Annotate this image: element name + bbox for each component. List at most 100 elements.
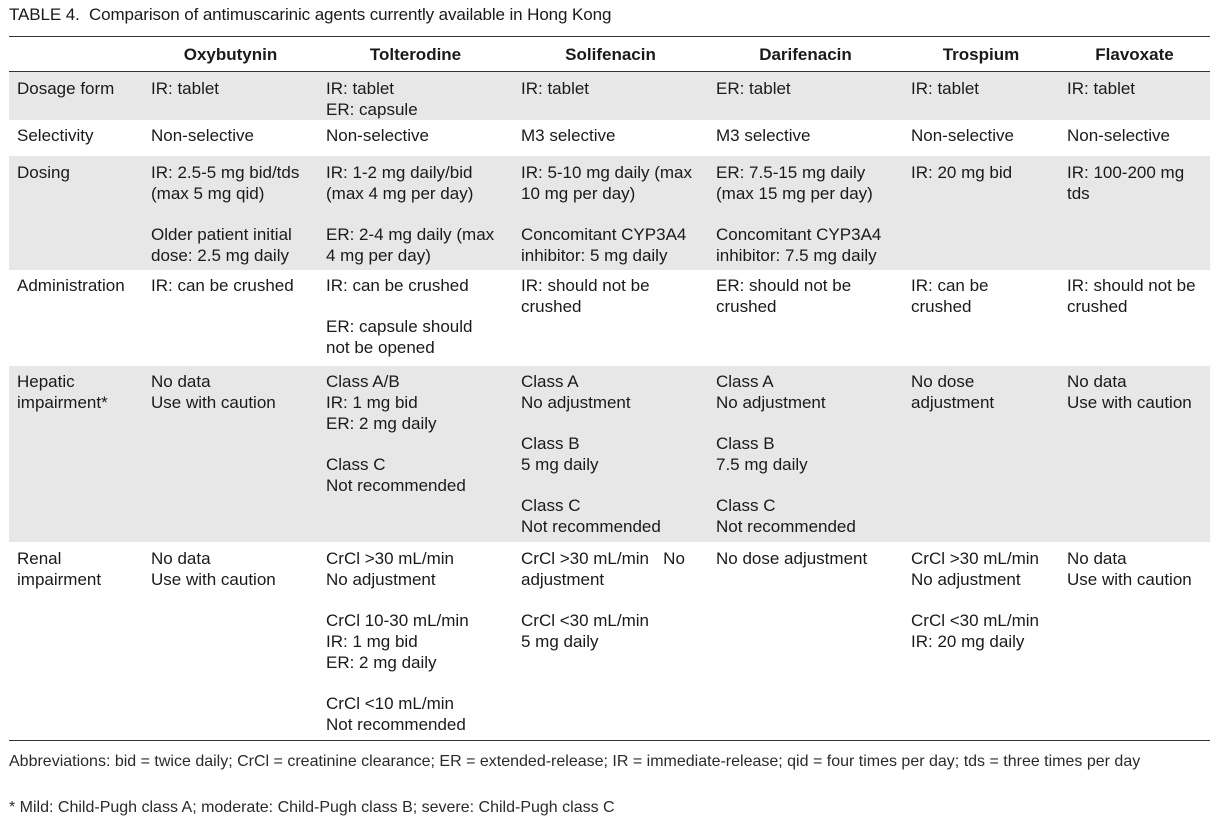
row-label-line: Renal: [17, 549, 62, 568]
row-label-renal-impairment: Renal impairment: [9, 542, 143, 740]
cell-hepatic-impairment-solifenacin: Class A No adjustment Class B 5 mg daily Cla…: [513, 366, 708, 542]
table-header-row: Oxybutynin Tolterodine Solifenacin Darif…: [9, 36, 1210, 72]
cell-renal-impairment-flavoxate: No data Use with caution: [1059, 542, 1210, 740]
table-row-selectivity: Selectivity Non-selective Non-selective M3 …: [9, 120, 1210, 156]
cell-dosage-form-flavoxate: IR: tablet: [1059, 71, 1210, 120]
cell-text-line: No adjustment: [911, 570, 1021, 589]
row-label-hepatic-impairment: Hepatic impairment*: [9, 366, 143, 542]
cell-text-line: dose: 2.5 mg daily: [151, 246, 289, 265]
cell-renal-impairment-oxybutynin: No data Use with caution: [143, 542, 318, 740]
cell-text-line: tds: [1067, 184, 1090, 203]
cell-administration-trospium: IR: can be crushed: [903, 270, 1059, 366]
row-label-dosing: Dosing: [9, 156, 143, 270]
cell-text-line: No adjustment: [521, 393, 631, 412]
cell-renal-impairment-darifenacin: No dose adjustment: [708, 542, 903, 740]
cell-text-line: No dose: [911, 372, 975, 391]
cell-text-line: No dose adjustment: [716, 549, 868, 568]
cell-text-line: IR: can be crushed: [151, 276, 294, 295]
cell-text-line: Use with caution: [1067, 570, 1192, 589]
cell-text-line: crushed: [521, 297, 582, 316]
cell-dosing-darifenacin: ER: 7.5-15 mg daily (max 15 mg per day) Co…: [708, 156, 903, 270]
row-label-administration: Administration: [17, 276, 125, 295]
cell-text-line: crushed: [716, 297, 777, 316]
cell-text-line: Class A: [521, 372, 579, 391]
cell-hepatic-impairment-darifenacin: Class A No adjustment Class B 7.5 mg daily C…: [708, 366, 903, 542]
cell-text-line: IR: should not be: [1067, 276, 1196, 295]
table-row-dosing: Dosing IR: 2.5-5 mg bid/tds (max 5 mg qid)…: [9, 156, 1210, 270]
cell-text-line: CrCl >30 mL/min: [911, 549, 1040, 568]
cell-text-line: Class C: [326, 455, 386, 474]
cell-selectivity-darifenacin: M3 selective: [708, 120, 903, 156]
row-label-line: impairment*: [17, 393, 108, 412]
cell-text-line: 4 mg per day): [326, 246, 431, 265]
cell-dosage-form-tolterodine: IR: tablet ER: capsule: [318, 71, 513, 120]
cell-text-line: Non-selective: [151, 126, 254, 145]
header-oxybutynin: Oxybutynin: [183, 44, 278, 64]
cell-dosing-flavoxate: IR: 100-200 mg tds: [1059, 156, 1210, 270]
cell-text-line: Non-selective: [911, 126, 1014, 145]
cell-text-line: IR: 20 mg daily: [911, 632, 1025, 651]
row-label-dosage-form: Dosage form: [9, 71, 143, 120]
cell-text-line: Non-selective: [1067, 126, 1170, 145]
cell-dosing-solifenacin: IR: 5-10 mg daily (max 10 mg per day) Conc…: [513, 156, 708, 270]
cell-text-line: IR: tablet: [1067, 79, 1136, 98]
cell-text-line: ER: 2-4 mg daily (max: [326, 225, 495, 244]
cell-text-line: Class B: [716, 434, 775, 453]
cell-text-line: ER: 2 mg daily: [326, 653, 437, 672]
header-solifenacin: Solifenacin: [565, 44, 656, 64]
cell-text-line: 7.5 mg daily: [716, 455, 808, 474]
cell-hepatic-impairment-flavoxate: No data Use with caution: [1059, 366, 1210, 542]
footnote-hepatic-classes: * Mild: Child-Pugh class A; moderate: Ch…: [9, 799, 615, 816]
footnote-abbreviations: Abbreviations: bid = twice daily; CrCl =…: [9, 753, 1141, 770]
cell-text-line: not be opened: [326, 338, 435, 357]
cell-administration-flavoxate: IR: should not be crushed: [1059, 270, 1210, 366]
cell-text-line: No adjustment: [326, 570, 436, 589]
cell-selectivity-solifenacin: M3 selective: [513, 120, 708, 156]
cell-text-line: Use with caution: [151, 393, 276, 412]
cell-text-line: ER: tablet: [716, 79, 791, 98]
cell-selectivity-flavoxate: Non-selective: [1059, 120, 1210, 156]
cell-text-line: ER: capsule should: [326, 317, 473, 336]
cell-text-line: CrCl <10 mL/min: [326, 694, 455, 713]
cell-administration-oxybutynin: IR: can be crushed: [143, 270, 318, 366]
cell-text-line: IR: 1 mg bid: [326, 632, 418, 651]
row-label-selectivity: Selectivity: [17, 126, 94, 145]
cell-text-line: IR: tablet: [911, 79, 980, 98]
cell-dosage-form-oxybutynin: IR: tablet: [143, 71, 318, 120]
cell-text-line: Older patient initial: [151, 225, 292, 244]
table-row-renal-impairment: Renal impairment No data Use with caution Cr…: [9, 542, 1210, 740]
cell-text-line: No data: [151, 549, 211, 568]
cell-renal-impairment-solifenacin: CrCl >30 mL/min No adjustment CrCl <30 mL/…: [513, 542, 708, 740]
cell-text-line: Class A/B: [326, 372, 400, 391]
cell-text-line: IR: 5-10 mg daily (max: [521, 163, 692, 182]
cell-text-line: 10 mg per day): [521, 184, 636, 203]
row-label-line: Hepatic: [17, 372, 75, 391]
cell-text-line: (max 5 mg qid): [151, 184, 265, 203]
cell-renal-impairment-tolterodine: CrCl >30 mL/min No adjustment CrCl 10-30 m…: [318, 542, 513, 740]
cell-text-line: Class A: [716, 372, 774, 391]
cell-text-line: Not recommended: [716, 517, 856, 536]
cell-text-line: ER: 7.5-15 mg daily: [716, 163, 866, 182]
cell-text-line: CrCl <30 mL/min: [521, 611, 650, 630]
cell-text-line: Not recommended: [521, 517, 661, 536]
cell-dosing-tolterodine: IR: 1-2 mg daily/bid (max 4 mg per day) ER…: [318, 156, 513, 270]
cell-hepatic-impairment-trospium: No dose adjustment: [903, 366, 1059, 542]
cell-text-line: ER: should not be: [716, 276, 852, 295]
header-tolterodine: Tolterodine: [369, 44, 462, 64]
cell-text-line: adjustment: [521, 570, 605, 589]
cell-text-line: IR: 1-2 mg daily/bid: [326, 163, 473, 182]
cell-text-line: No adjustment: [716, 393, 826, 412]
cell-text-line: Concomitant CYP3A4: [521, 225, 687, 244]
cell-text-line: Not recommended: [326, 476, 466, 495]
cell-text-line: Use with caution: [151, 570, 276, 589]
cell-text-line: (max 4 mg per day): [326, 184, 474, 203]
cell-text-line: CrCl >30 mL/min No: [521, 549, 685, 568]
cell-text-line: Use with caution: [1067, 393, 1192, 412]
cell-text-line: ER: 2 mg daily: [326, 414, 437, 433]
cell-text-line: CrCl >30 mL/min: [326, 549, 455, 568]
cell-text-line: No data: [1067, 372, 1127, 391]
cell-text-line: IR: can be: [911, 276, 989, 295]
cell-dosage-form-solifenacin: IR: tablet: [513, 71, 708, 120]
cell-text-line: CrCl 10-30 mL/min: [326, 611, 469, 630]
table-row-dosage-form: Dosage form IR: tablet IR: tablet ER: capsu…: [9, 71, 1210, 120]
